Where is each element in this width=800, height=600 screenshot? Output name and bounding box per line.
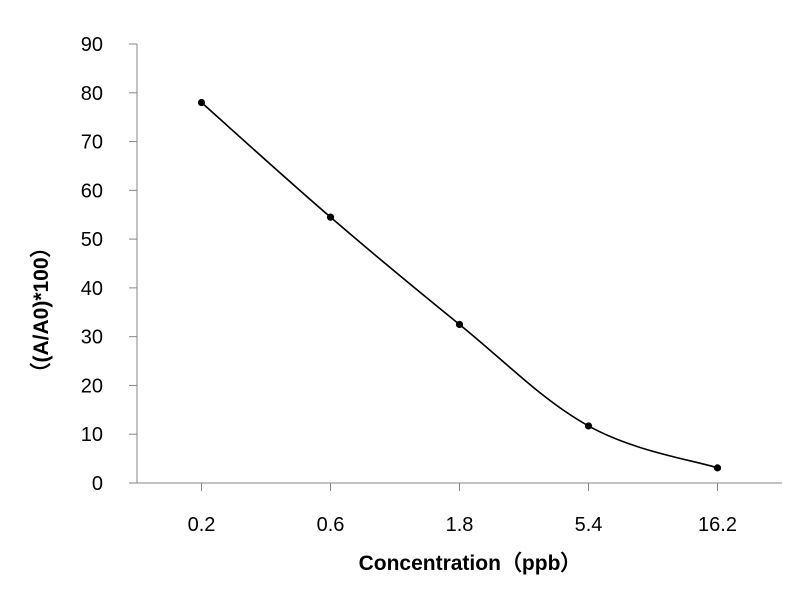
x-tick-label: 0.2	[188, 514, 216, 536]
data-point	[455, 320, 464, 329]
y-tick-label: 50	[81, 229, 103, 251]
x-tick-label: 0.6	[317, 514, 345, 536]
y-axis-title: （(A/A0)*100）	[29, 236, 53, 383]
x-axis-title: Concentration（ppb）	[359, 551, 582, 575]
y-tick-label: 10	[81, 424, 103, 446]
y-tick-label: 20	[81, 375, 103, 397]
series-line	[200, 101, 718, 469]
x-tick-label: 5.4	[575, 514, 603, 536]
y-tick-label: 40	[81, 278, 103, 300]
series-group	[197, 98, 722, 472]
y-tick-label: 30	[81, 327, 103, 349]
y-tick-label: 90	[81, 34, 103, 56]
data-point	[713, 464, 722, 472]
y-tick-label: 0	[92, 473, 103, 495]
x-axis: 0.2 0.6 1.8 5.4 16.2	[129, 482, 782, 536]
x-tick-label: 16.2	[698, 514, 737, 536]
x-tick-label: 1.8	[446, 514, 474, 536]
y-axis: 0 10 20 30 40 50 60 70 80 90	[81, 34, 138, 495]
data-point	[197, 98, 206, 107]
y-tick-label: 60	[81, 180, 103, 202]
y-tick-label: 70	[81, 132, 103, 154]
data-point	[584, 422, 593, 430]
y-tick-label: 80	[81, 83, 103, 105]
data-point	[326, 213, 335, 221]
